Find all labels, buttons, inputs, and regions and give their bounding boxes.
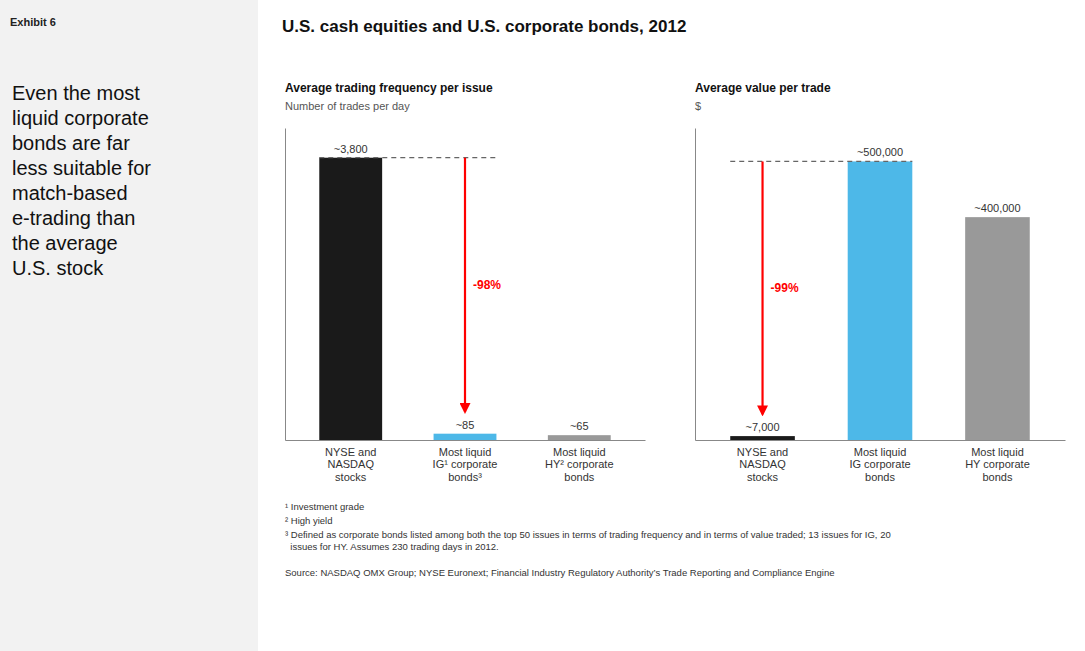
sidebar-text: Even the most liquid corporate bonds are f… xyxy=(12,82,151,279)
plot-area xyxy=(730,161,1030,440)
footnote: ² High yield xyxy=(285,515,333,526)
data-labels: ~7,000 ~500,000 ~400,000 xyxy=(746,146,1021,433)
panel: Average trading frequency per issue Numbe… xyxy=(285,81,646,483)
plot-area xyxy=(319,158,610,440)
bar xyxy=(548,435,611,440)
x-tick-label: Most liquidIG¹ corporatebonds³ xyxy=(433,446,498,483)
annotation: -98% xyxy=(319,158,501,412)
x-tick-label-line: bonds xyxy=(564,471,594,483)
data-label: ~85 xyxy=(456,419,475,431)
bar xyxy=(319,158,382,440)
y-axis-line xyxy=(695,129,696,441)
sidebar-text-line: liquid corporate xyxy=(12,107,149,129)
x-tick-label-line: Most liquid xyxy=(553,446,606,458)
x-tick-label: NYSE andNASDAQstocks xyxy=(737,446,788,483)
x-tick-label-line: Most liquid xyxy=(439,446,492,458)
y-axis-line xyxy=(285,129,286,441)
footnote-line: ³ Defined as corporate bonds listed amon… xyxy=(285,529,891,540)
change-arrow xyxy=(464,158,466,412)
annotation: -99% xyxy=(730,161,912,414)
x-axis-line xyxy=(696,440,1066,441)
x-tick: Most liquidHY corporatebonds xyxy=(965,440,1030,483)
x-tick-label-line: Most liquid xyxy=(854,446,907,458)
data-label: ~500,000 xyxy=(857,146,903,158)
panel-subtitle: Number of trades per day xyxy=(285,100,410,112)
title: U.S. cash equities and U.S. corporate bo… xyxy=(282,17,686,36)
x-tick-label-line: NASDAQ xyxy=(739,458,786,470)
annotation-label: -98% xyxy=(473,278,501,292)
x-tick-label-line: bonds³ xyxy=(448,471,482,483)
x-tick-label: NYSE andNASDAQstocks xyxy=(325,446,376,483)
sidebar-text-line: the average xyxy=(12,232,118,254)
x-tick-label-line: IG corporate xyxy=(849,458,910,470)
x-tick-label-line: IG¹ corporate xyxy=(433,458,498,470)
annotation-label: -99% xyxy=(771,281,799,295)
bar xyxy=(730,436,795,440)
sidebar-text-line: match-based xyxy=(12,182,128,204)
exhibit-label: Exhibit 6 xyxy=(10,16,56,28)
sidebar-text-line: bonds are far xyxy=(12,132,130,154)
x-axis: NYSE andNASDAQstocksMost liquidIG corpor… xyxy=(696,440,1066,483)
footnote: ¹ Investment grade xyxy=(285,501,364,512)
x-axis-line xyxy=(286,440,646,441)
change-arrow xyxy=(761,161,763,414)
x-tick-label-line: stocks xyxy=(335,471,367,483)
x-axis: NYSE andNASDAQstocksMost liquidIG¹ corpo… xyxy=(286,440,646,483)
chart-root: Exhibit 6 Even the most liquid corporate bo… xyxy=(0,0,1085,651)
footnotes: ¹ Investment grade ² High yield ³ Defined … xyxy=(285,501,891,578)
x-tick-label-line: Most liquid xyxy=(971,446,1024,458)
y-axis xyxy=(695,129,696,441)
footnote: ³ Defined as corporate bonds listed amon… xyxy=(285,529,891,552)
data-label: ~3,800 xyxy=(334,143,368,155)
x-tick: Most liquidIG corporatebonds xyxy=(849,440,910,483)
footnote-line: issues for HY. Assumes 230 trading days … xyxy=(285,541,499,552)
x-tick-label-line: bonds xyxy=(982,471,1012,483)
bar xyxy=(434,434,497,440)
x-tick-label-line: NYSE and xyxy=(737,446,788,458)
x-tick: Most liquidHY² corporatebonds xyxy=(545,440,613,483)
panel-title: Average trading frequency per issue xyxy=(285,81,493,95)
panel-subtitle: $ xyxy=(695,100,701,112)
x-tick: NYSE andNASDAQstocks xyxy=(737,440,788,483)
bar xyxy=(848,161,913,440)
data-label: ~65 xyxy=(570,420,589,432)
reference-line xyxy=(730,161,912,162)
data-labels: ~3,800 ~85 ~65 xyxy=(334,143,589,432)
data-label: ~400,000 xyxy=(974,202,1020,214)
sidebar-text-line: Even the most xyxy=(12,82,140,104)
x-tick-label: Most liquidHY corporatebonds xyxy=(965,446,1030,483)
x-tick-label: Most liquidHY² corporatebonds xyxy=(545,446,613,483)
footnote-line: ¹ Investment grade xyxy=(285,501,364,512)
x-tick-label-line: stocks xyxy=(747,471,779,483)
x-tick: Most liquidIG¹ corporatebonds³ xyxy=(433,440,498,483)
sidebar-text-line: less suitable for xyxy=(12,157,151,179)
source: Source: NASDAQ OMX Group; NYSE Euronext;… xyxy=(285,567,835,578)
x-tick-label-line: NASDAQ xyxy=(327,458,374,470)
x-tick-label: Most liquidIG corporatebonds xyxy=(849,446,910,483)
panel: Average value per trade $ NYSE andNASDAQst… xyxy=(695,81,1066,483)
y-axis xyxy=(285,129,286,441)
x-tick-label-line: HY corporate xyxy=(965,458,1030,470)
panel-title: Average value per trade xyxy=(695,81,831,95)
data-label: ~7,000 xyxy=(746,421,780,433)
x-tick-label-line: NYSE and xyxy=(325,446,376,458)
x-tick: NYSE andNASDAQstocks xyxy=(325,440,376,483)
x-tick-label-line: HY² corporate xyxy=(545,458,613,470)
footnote-line: ² High yield xyxy=(285,515,333,526)
x-tick-label-line: bonds xyxy=(865,471,895,483)
sidebar-text-line: U.S. stock xyxy=(12,257,104,279)
reference-line xyxy=(319,157,496,158)
sidebar-bg xyxy=(0,0,258,651)
bar xyxy=(965,217,1030,440)
sidebar-text-line: e-trading than xyxy=(12,207,135,229)
